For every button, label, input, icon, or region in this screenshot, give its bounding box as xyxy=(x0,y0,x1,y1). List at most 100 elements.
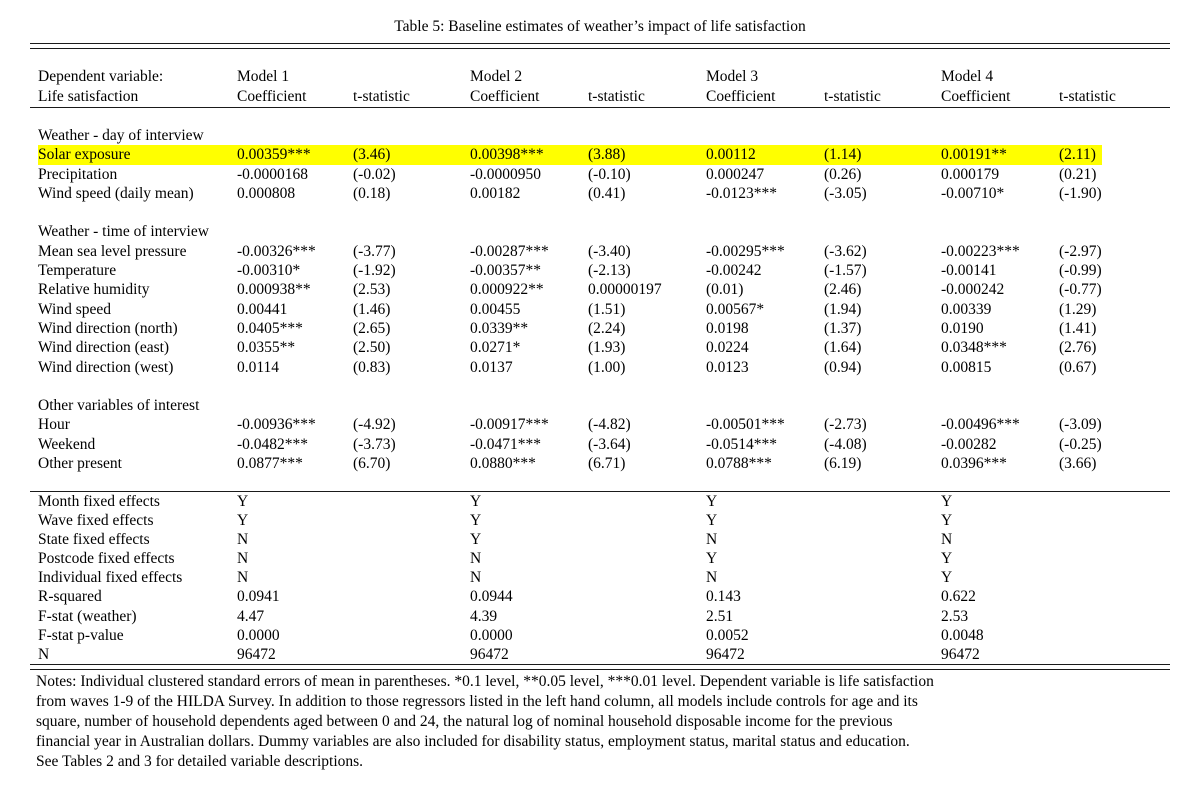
value-cell: (-1.90) xyxy=(1059,184,1102,202)
value-cell: (-4.08) xyxy=(824,435,867,453)
value-cell: (-3.40) xyxy=(588,242,631,260)
value-cell xyxy=(1059,568,1170,587)
spacer xyxy=(353,67,470,87)
value-cell: 0.0052 xyxy=(706,626,749,644)
value-cell: -0.00710* xyxy=(941,184,1005,202)
value-cell xyxy=(1059,645,1170,664)
value-cell: 0.000179 xyxy=(941,165,1000,183)
value-cell: (6.71) xyxy=(588,455,626,473)
header-dependent-variable: Dependent variable: xyxy=(38,68,164,85)
table-row: Postcode fixed effects N N Y Y xyxy=(30,549,1170,568)
value-cell: (-0.10) xyxy=(588,165,631,183)
value-cell xyxy=(824,587,941,606)
value-cell: (2.53) xyxy=(353,281,391,299)
value-cell: 0.622 xyxy=(941,588,976,606)
value-cell: -0.0000950 xyxy=(470,165,542,183)
value-cell: -0.0123*** xyxy=(706,184,778,202)
value-cell xyxy=(1059,492,1170,511)
row-label: Other present xyxy=(38,455,122,473)
value-cell: 0.143 xyxy=(706,588,741,606)
table-row: Relative humidity 0.000938** (2.53) 0.00092… xyxy=(30,280,1170,299)
value-cell xyxy=(353,587,470,606)
value-cell: (0.41) xyxy=(588,184,626,202)
header-rule xyxy=(30,107,1170,108)
value-cell xyxy=(1059,626,1170,645)
value-cell: Y xyxy=(706,512,718,530)
value-cell: -0.00501*** xyxy=(706,416,785,434)
value-cell xyxy=(353,530,470,549)
value-cell: 0.0114 xyxy=(237,358,280,376)
value-cell xyxy=(824,549,941,568)
value-cell: (1.94) xyxy=(824,300,862,318)
value-cell: -0.00242 xyxy=(706,262,762,280)
value-cell: (3.66) xyxy=(1059,455,1097,473)
value-cell: 0.0048 xyxy=(941,626,984,644)
value-cell: (-3.09) xyxy=(1059,416,1102,434)
bottom-double-rule xyxy=(30,664,1170,670)
table-row: Wind direction (west) 0.0114 (0.83) 0.0137 (… xyxy=(30,358,1170,377)
value-cell xyxy=(824,511,941,530)
value-cell: 96472 xyxy=(941,645,980,663)
value-cell: (2.11) xyxy=(1059,146,1096,164)
value-cell xyxy=(588,511,706,530)
value-cell: (1.46) xyxy=(353,300,391,318)
value-cell: Y xyxy=(470,531,482,549)
top-double-rule xyxy=(30,43,1170,49)
value-cell: (1.37) xyxy=(824,319,862,337)
table-row: Wind speed (daily mean) 0.000808 (0.18) 0.0… xyxy=(30,184,1170,203)
value-cell: 0.00191** xyxy=(941,146,1007,164)
value-cell: 0.00112 xyxy=(706,146,756,164)
row-label: Precipitation xyxy=(38,165,118,183)
value-cell: 0.0348*** xyxy=(941,339,1007,357)
value-cell xyxy=(1059,530,1170,549)
value-cell: 96472 xyxy=(706,645,745,663)
notes-line: See Tables 2 and 3 for detailed variable… xyxy=(36,753,364,770)
value-cell xyxy=(353,626,470,645)
header-coefficient-4: Coefficient xyxy=(941,88,1011,105)
value-cell: N xyxy=(470,569,482,587)
value-cell: (3.88) xyxy=(588,146,626,164)
header-tstatistic-4: t-statistic xyxy=(1059,88,1116,105)
value-cell xyxy=(353,492,470,511)
value-cell: Y xyxy=(941,569,953,587)
value-cell xyxy=(824,607,941,626)
value-cell: Y xyxy=(941,512,953,530)
value-cell: 0.0224 xyxy=(706,339,749,357)
row-label: Mean sea level pressure xyxy=(38,242,187,260)
value-cell: 0.00815 xyxy=(941,358,992,376)
table-row: Weekend -0.0482*** (-3.73) -0.0471*** (-3.64… xyxy=(30,435,1170,454)
value-cell: 0.0396*** xyxy=(941,455,1007,473)
value-cell: 0.0788*** xyxy=(706,455,772,473)
table-row: Hour -0.00936*** (-4.92) -0.00917*** (-4.82)… xyxy=(30,415,1170,434)
value-cell: -0.0514*** xyxy=(706,435,778,453)
row-label: Wind direction (west) xyxy=(38,358,174,376)
value-cell: -0.000242 xyxy=(941,281,1005,299)
header-row-columns: Life satisfaction Coefficient t-statisti… xyxy=(30,87,1170,107)
value-cell: -0.00357** xyxy=(470,262,542,280)
value-cell: (-0.25) xyxy=(1059,435,1102,453)
value-cell: (-3.64) xyxy=(588,435,631,453)
value-cell: 0.00339 xyxy=(941,300,992,318)
row-label: Relative humidity xyxy=(38,281,150,299)
notes-line: financial year in Australian dollars. Du… xyxy=(36,733,910,750)
header-model-1: Model 1 xyxy=(237,68,290,85)
value-cell xyxy=(824,626,941,645)
notes: Notes: Individual clustered standard err… xyxy=(36,672,1186,772)
value-cell: 0.0355** xyxy=(237,339,296,357)
row-label: Individual fixed effects xyxy=(38,569,183,587)
header-row-models: Dependent variable: Model 1 Model 2 Mode… xyxy=(30,67,1170,87)
header-tstatistic-3: t-statistic xyxy=(824,88,881,105)
table-row: Wind direction (east) 0.0355** (2.50) 0.027… xyxy=(30,338,1170,357)
value-cell xyxy=(353,607,470,626)
value-cell: -0.00936*** xyxy=(237,416,316,434)
table-row: State fixed effects N Y N N xyxy=(30,530,1170,549)
row-label: F-stat (weather) xyxy=(38,607,137,625)
section-header: Weather - time of interview xyxy=(38,223,209,241)
value-cell: 0.00182 xyxy=(470,184,521,202)
value-cell: (1.41) xyxy=(1059,319,1097,337)
table-row: Month fixed effects Y Y Y Y xyxy=(30,492,1170,511)
value-cell: -0.00223*** xyxy=(941,242,1020,260)
value-cell: (0.21) xyxy=(1059,165,1097,183)
value-cell: -0.00141 xyxy=(941,262,997,280)
value-cell: (2.50) xyxy=(353,339,391,357)
